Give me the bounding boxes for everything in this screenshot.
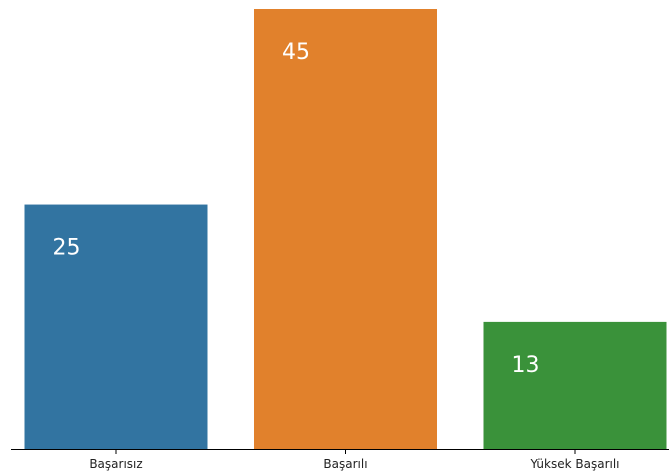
value-label-2: 13: [512, 353, 540, 378]
bar-0: [24, 204, 208, 449]
bars: [24, 9, 667, 449]
bar-2: [483, 321, 667, 449]
tick-label-1: Başarılı: [323, 457, 367, 471]
value-label-0: 25: [53, 236, 81, 261]
value-label-1: 45: [282, 40, 310, 65]
tick-label-0: Başarısız: [89, 457, 142, 471]
bar-1: [254, 9, 437, 449]
x-ticks: Başarısız Başarılı Yüksek Başarılı: [89, 449, 620, 471]
value-labels: 25 45 13: [53, 40, 540, 378]
tick-label-2: Yüksek Başarılı: [529, 457, 619, 471]
